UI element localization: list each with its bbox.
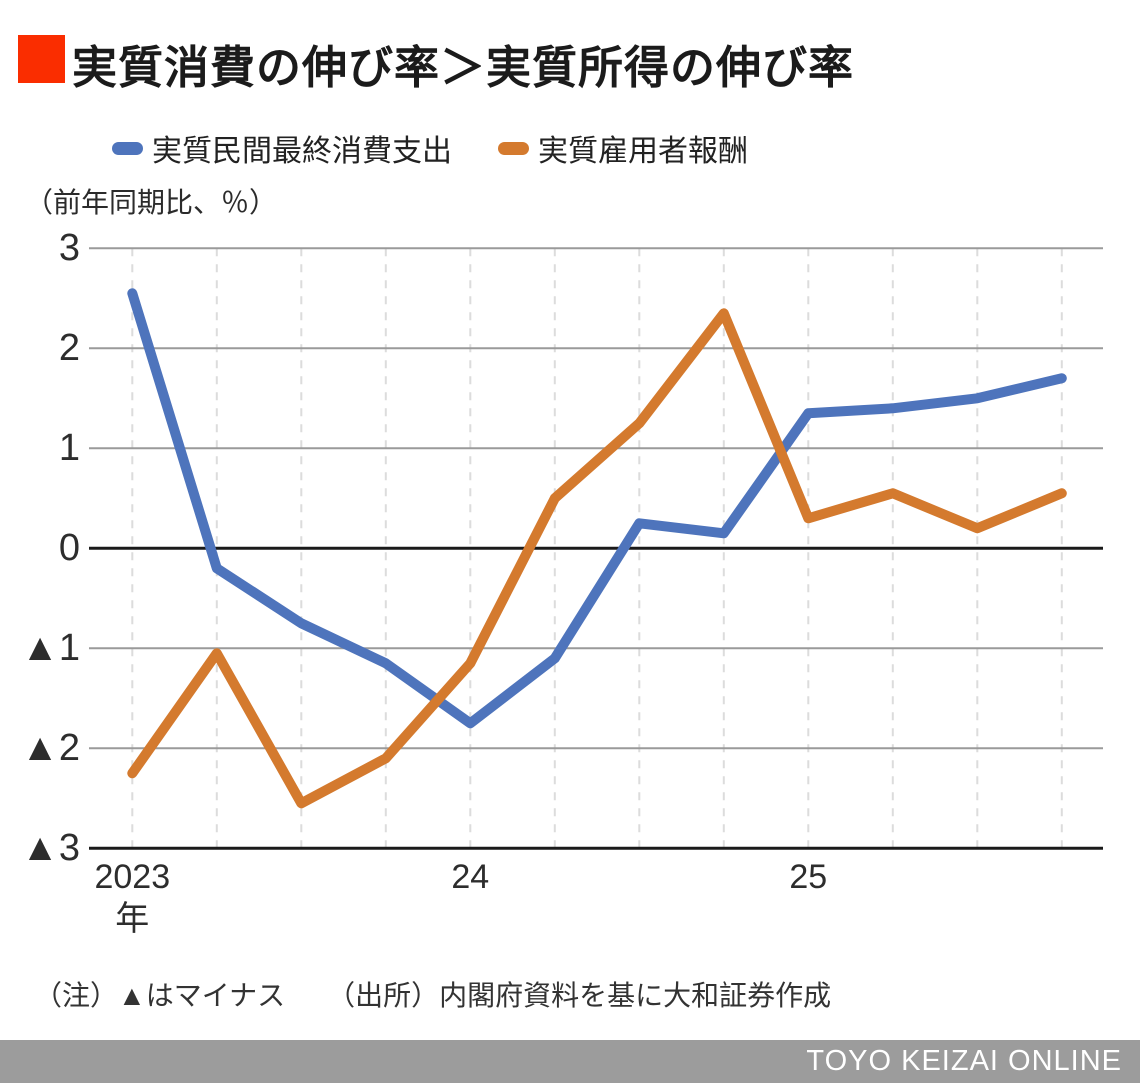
y-tick-label: ▲3 (21, 827, 80, 870)
consumption-spending-line (127, 288, 1067, 729)
y-tick-label: 3 (58, 227, 80, 270)
employee-compensation-line (127, 308, 1067, 809)
consumption-legend-swatch (112, 141, 143, 155)
legend-item-consumption: 実質民間最終消費支出 (112, 126, 452, 170)
y-tick-label: 1 (58, 427, 80, 470)
consumption-legend-label: 実質民間最終消費支出 (152, 135, 452, 168)
compensation-legend-label: 実質雇用者報酬 (538, 135, 748, 168)
compensation-legend-swatch (498, 141, 529, 155)
x-tick-label: 24 (451, 858, 490, 896)
footer-bar: TOYO KEIZAI ONLINE (0, 1040, 1140, 1083)
chart-legend: 実質民間最終消費支出 実質雇用者報酬 (112, 126, 748, 170)
footer-brand: TOYO KEIZAI ONLINE (806, 1045, 1122, 1077)
title-accent-square (18, 35, 65, 83)
y-tick-label: 2 (58, 327, 80, 370)
source-note: （注）▲はマイナス （出所）内閣府資料を基に大和証券作成 (34, 980, 832, 1011)
x-tick-year-suffix: 年 (115, 900, 150, 938)
header: 実質消費の伸び率＞実質所得の伸び率 (0, 0, 1140, 100)
y-tick-label: ▲2 (21, 727, 80, 770)
legend-item-compensation: 実質雇用者報酬 (498, 126, 748, 170)
y-axis-unit-label: （前年同期比、％） (25, 187, 278, 218)
x-tick-label: 2023 (94, 858, 171, 896)
y-tick-label: 0 (58, 527, 80, 570)
y-tick-label: ▲1 (21, 627, 80, 670)
x-tick-label: 25 (789, 858, 828, 896)
page-title: 実質消費の伸び率＞実質所得の伸び率 (72, 42, 855, 93)
